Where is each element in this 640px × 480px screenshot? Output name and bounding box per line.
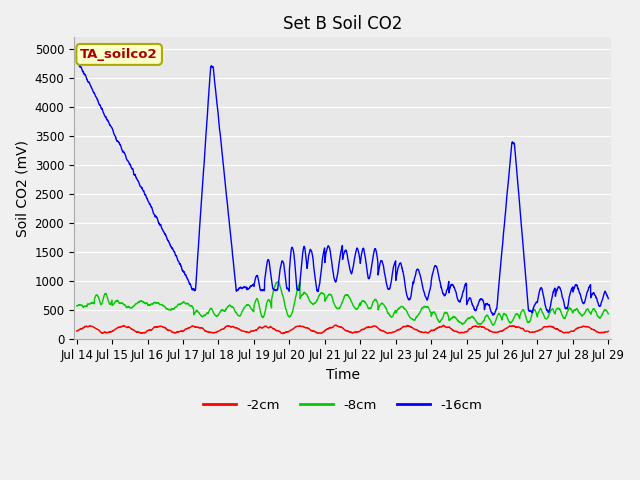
X-axis label: Time: Time <box>326 368 360 382</box>
Y-axis label: Soil CO2 (mV): Soil CO2 (mV) <box>15 140 29 237</box>
Legend: -2cm, -8cm, -16cm: -2cm, -8cm, -16cm <box>198 394 487 417</box>
Text: TA_soilco2: TA_soilco2 <box>81 48 158 61</box>
Title: Set B Soil CO2: Set B Soil CO2 <box>283 15 402 33</box>
